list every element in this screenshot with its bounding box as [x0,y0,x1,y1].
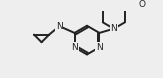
Text: N: N [96,43,103,52]
Text: N: N [111,24,117,33]
Text: N: N [56,22,63,31]
Text: N: N [71,43,78,52]
Text: O: O [138,0,145,9]
